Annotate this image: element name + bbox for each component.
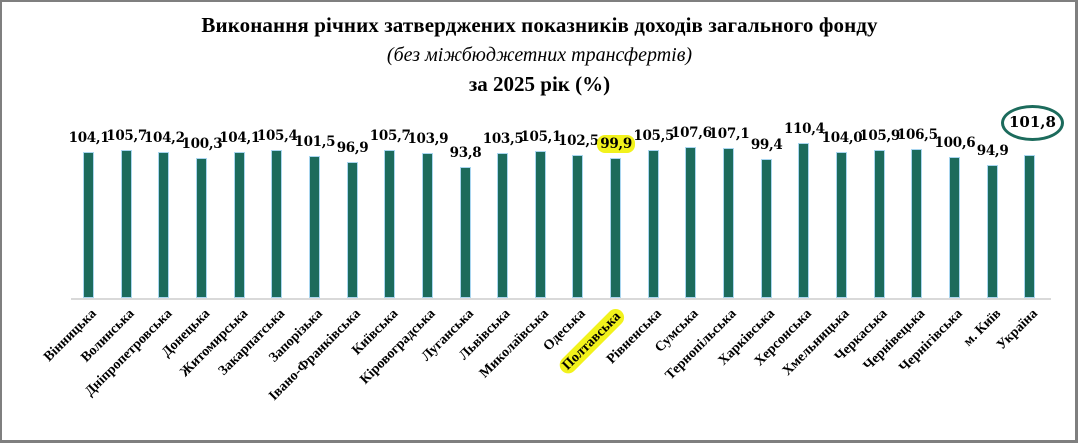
total-data-label: 101,8	[1009, 113, 1056, 131]
bar	[873, 149, 885, 298]
data-label: 99,4	[750, 136, 783, 153]
data-label: 105,9	[859, 127, 901, 144]
data-label: 103,5	[482, 131, 524, 148]
total-ellipse	[1001, 105, 1064, 141]
bar	[647, 150, 659, 298]
bar	[158, 152, 170, 298]
data-label: 105,1	[520, 128, 562, 145]
data-label: 105,5	[633, 128, 675, 145]
bar	[308, 155, 320, 298]
bar	[384, 150, 396, 298]
bar	[685, 147, 697, 298]
data-label: 104,0	[821, 130, 863, 147]
bar	[120, 150, 132, 298]
data-label: 100,6	[934, 135, 976, 152]
data-label: 105,4	[256, 128, 298, 145]
bar	[948, 157, 960, 298]
bar	[723, 148, 735, 298]
chart-title: Виконання річних затверджених показників…	[201, 13, 878, 37]
data-label: 94,9	[976, 143, 1009, 160]
data-label: 105,7	[369, 128, 411, 145]
data-label: 100,3	[181, 135, 223, 152]
bar	[572, 154, 584, 298]
bar	[271, 150, 283, 298]
data-label: 93,8	[449, 144, 482, 161]
data-label: 99,9	[586, 135, 646, 154]
data-label: 104,1	[219, 130, 260, 147]
bar	[459, 166, 471, 298]
data-label: 104,1	[68, 130, 110, 147]
bar	[195, 157, 207, 298]
bar	[421, 152, 433, 298]
data-label: 96,9	[336, 140, 369, 157]
data-label: 103,9	[407, 130, 449, 147]
data-label: 105,7	[106, 128, 148, 145]
bar	[610, 158, 622, 298]
bar	[760, 158, 772, 298]
data-label: 110,4	[783, 121, 825, 138]
bar	[986, 165, 998, 298]
bar	[346, 162, 358, 298]
chart-period: за 2025 рік (%)	[468, 72, 611, 96]
data-label: 107,6	[671, 125, 712, 142]
data-label: 107,1	[708, 126, 750, 143]
bar	[534, 150, 546, 298]
bar	[497, 153, 509, 298]
bar	[1024, 155, 1036, 298]
bar	[911, 148, 923, 298]
bar	[83, 152, 94, 298]
x-axis-line	[71, 298, 1051, 300]
data-label: 104,2	[143, 130, 185, 147]
data-label: 106,5	[896, 126, 938, 143]
chart-subtitle: (без міжбюджетних трансфертів)	[386, 44, 693, 66]
bar	[233, 152, 245, 298]
bar	[836, 152, 847, 298]
bar	[798, 143, 810, 298]
data-label: 102,5	[558, 132, 599, 149]
data-label: 101,5	[294, 133, 336, 150]
